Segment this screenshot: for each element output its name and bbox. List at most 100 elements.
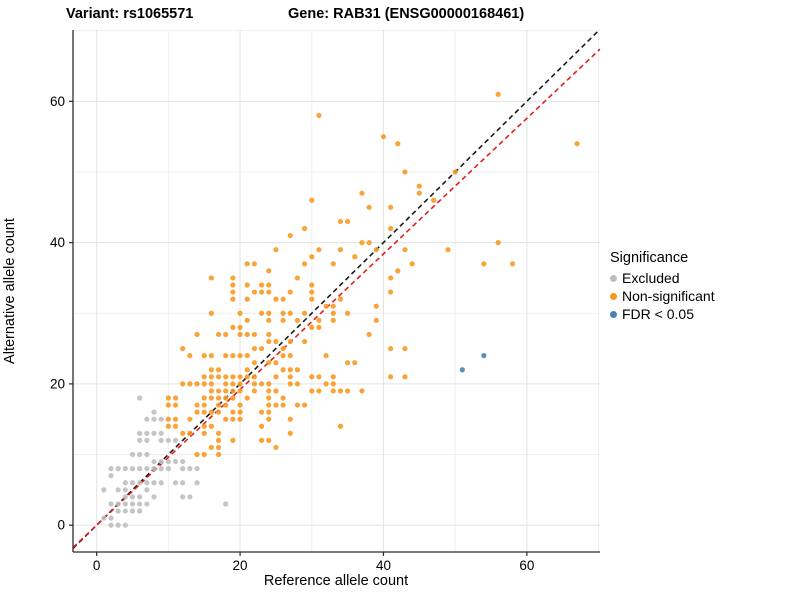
- data-point: [122, 487, 128, 493]
- data-point: [359, 388, 365, 394]
- data-point: [137, 451, 143, 458]
- data-point: [287, 338, 293, 345]
- data-point: [266, 395, 272, 401]
- data-point: [258, 437, 265, 443]
- data-point: [323, 303, 329, 309]
- data-point: [330, 303, 336, 309]
- data-point: [294, 402, 301, 408]
- data-point: [108, 466, 114, 472]
- data-point: [223, 416, 229, 422]
- data-point: [330, 388, 336, 394]
- data-point: [309, 197, 315, 203]
- data-point: [137, 494, 143, 500]
- data-point: [309, 374, 315, 380]
- data-point: [366, 204, 372, 210]
- data-point: [172, 458, 179, 465]
- data-point: [144, 430, 150, 436]
- fdr-dot-icon: [610, 310, 617, 318]
- data-point: [208, 381, 214, 387]
- data-point: [208, 388, 214, 394]
- data-point: [237, 324, 243, 330]
- data-point: [215, 451, 222, 458]
- data-point: [129, 451, 136, 458]
- data-point: [244, 367, 250, 373]
- data-point: [165, 402, 171, 408]
- data-point: [345, 218, 351, 225]
- data-point: [273, 388, 279, 394]
- data-point: [187, 416, 193, 422]
- data-point: [337, 296, 344, 302]
- data-point: [574, 141, 580, 147]
- data-point: [388, 289, 394, 295]
- data-point: [129, 494, 136, 500]
- data-point: [445, 247, 451, 253]
- data-point: [208, 395, 214, 401]
- data-point: [258, 423, 265, 429]
- data-point: [194, 480, 200, 486]
- data-point: [316, 388, 322, 394]
- data-point: [251, 374, 258, 380]
- data-point: [431, 197, 437, 203]
- data-point: [366, 240, 372, 246]
- data-point: [137, 501, 143, 507]
- data-point: [330, 261, 336, 267]
- data-point: [258, 282, 265, 288]
- data-point: [230, 409, 236, 415]
- data-point: [101, 515, 107, 521]
- data-point: [230, 374, 236, 380]
- data-point: [287, 416, 293, 422]
- data-point: [115, 501, 121, 507]
- data-point: [251, 345, 258, 352]
- data-point: [273, 374, 279, 380]
- data-point: [115, 522, 121, 528]
- data-point: [495, 91, 501, 97]
- data-point: [230, 289, 236, 295]
- y-tick-label: 60: [50, 94, 65, 109]
- data-point: [280, 310, 286, 316]
- data-point: [373, 247, 379, 253]
- data-point: [194, 409, 200, 415]
- data-point: [158, 437, 164, 443]
- data-point: [208, 353, 214, 359]
- data-point: [230, 388, 236, 394]
- data-point: [316, 324, 322, 330]
- data-point: [352, 254, 358, 260]
- data-point: [287, 374, 293, 380]
- data-point: [144, 501, 150, 507]
- data-point: [194, 466, 200, 472]
- data-point: [137, 480, 143, 486]
- data-point: [187, 381, 193, 387]
- data-point: [108, 501, 114, 507]
- x-tick-label: 60: [519, 558, 534, 573]
- data-point: [101, 487, 107, 493]
- data-point: [345, 388, 351, 394]
- x-tick-label: 40: [376, 558, 391, 573]
- data-point: [223, 388, 229, 394]
- data-point: [172, 480, 179, 486]
- data-point: [201, 451, 207, 458]
- data-point: [144, 487, 150, 493]
- data-point: [194, 331, 200, 338]
- data-point: [287, 367, 293, 373]
- data-point: [309, 282, 315, 288]
- data-point: [380, 134, 387, 140]
- data-point: [172, 437, 179, 443]
- data-point: [129, 480, 136, 486]
- data-point: [301, 225, 308, 232]
- data-point: [323, 381, 329, 387]
- data-point: [137, 430, 143, 436]
- data-point: [373, 303, 379, 309]
- data-point: [402, 345, 408, 352]
- data-point: [208, 310, 214, 316]
- data-point: [273, 360, 279, 366]
- data-point: [330, 374, 336, 380]
- data-point: [244, 261, 250, 267]
- data-point: [337, 218, 344, 225]
- data-point: [294, 317, 301, 323]
- data-point: [266, 282, 272, 288]
- data-point: [158, 430, 164, 436]
- data-point: [237, 381, 243, 387]
- data-point: [287, 381, 293, 387]
